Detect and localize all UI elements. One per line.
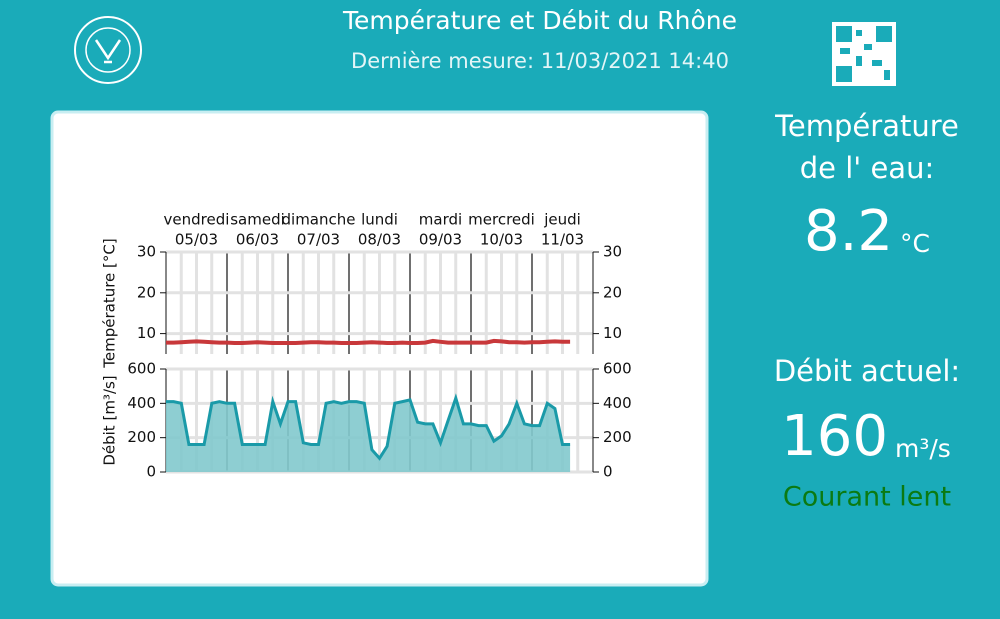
day-name: mercredi [468,211,535,229]
y-tick-label: 400 [127,394,156,412]
logo [74,16,142,84]
temperature-label: Température [774,109,959,143]
y2-tick-label: 600 [603,360,632,378]
day-date: 06/03 [236,231,279,249]
day-name: samedi [230,211,285,229]
day-name: dimanche [282,211,356,229]
y-tick-label: 30 [137,243,156,261]
day-name: mardi [419,211,462,229]
y2-tick-label: 30 [603,243,622,261]
y-tick-label: 600 [127,360,156,378]
day-date: 09/03 [419,231,462,249]
subtitle: Dernière mesure: 11/03/2021 14:40 [351,49,729,73]
temperature-line [166,338,571,345]
flow-line [166,393,571,461]
y-tick-label: 200 [127,428,156,446]
day-date: 07/03 [297,231,340,249]
day-date: 08/03 [358,231,401,249]
y-tick-label: 0 [146,463,156,481]
flow-unit: m³/s [895,434,951,463]
y-axis-label: Température [°C] [101,238,119,368]
y2-tick-label: 0 [603,463,613,481]
title: Température et Débit du Rhône [342,6,737,35]
flow-value: 160 [781,404,888,469]
day-name: vendredi [164,211,230,229]
day-date: 11/03 [541,231,584,249]
day-date: 05/03 [175,231,218,249]
flow-label: Débit actuel: [774,354,960,388]
temperature-unit: °C [900,229,930,258]
y-tick-label: 20 [137,283,156,301]
y-tick-label: 10 [137,324,156,342]
day-date: 10/03 [480,231,523,249]
y2-tick-label: 20 [603,283,622,301]
flow-status: Courant lent [783,482,951,513]
temperature-value: 8.2 [804,199,893,264]
day-name: jeudi [543,211,581,229]
temperature-label: de l' eau: [800,151,934,185]
y2-tick-label: 400 [603,394,632,412]
qr-code [832,22,896,86]
day-name: lundi [361,211,398,229]
y-axis-label: Débit [m³/s] [101,375,119,465]
y2-tick-label: 200 [603,428,632,446]
y2-tick-label: 10 [603,324,622,342]
